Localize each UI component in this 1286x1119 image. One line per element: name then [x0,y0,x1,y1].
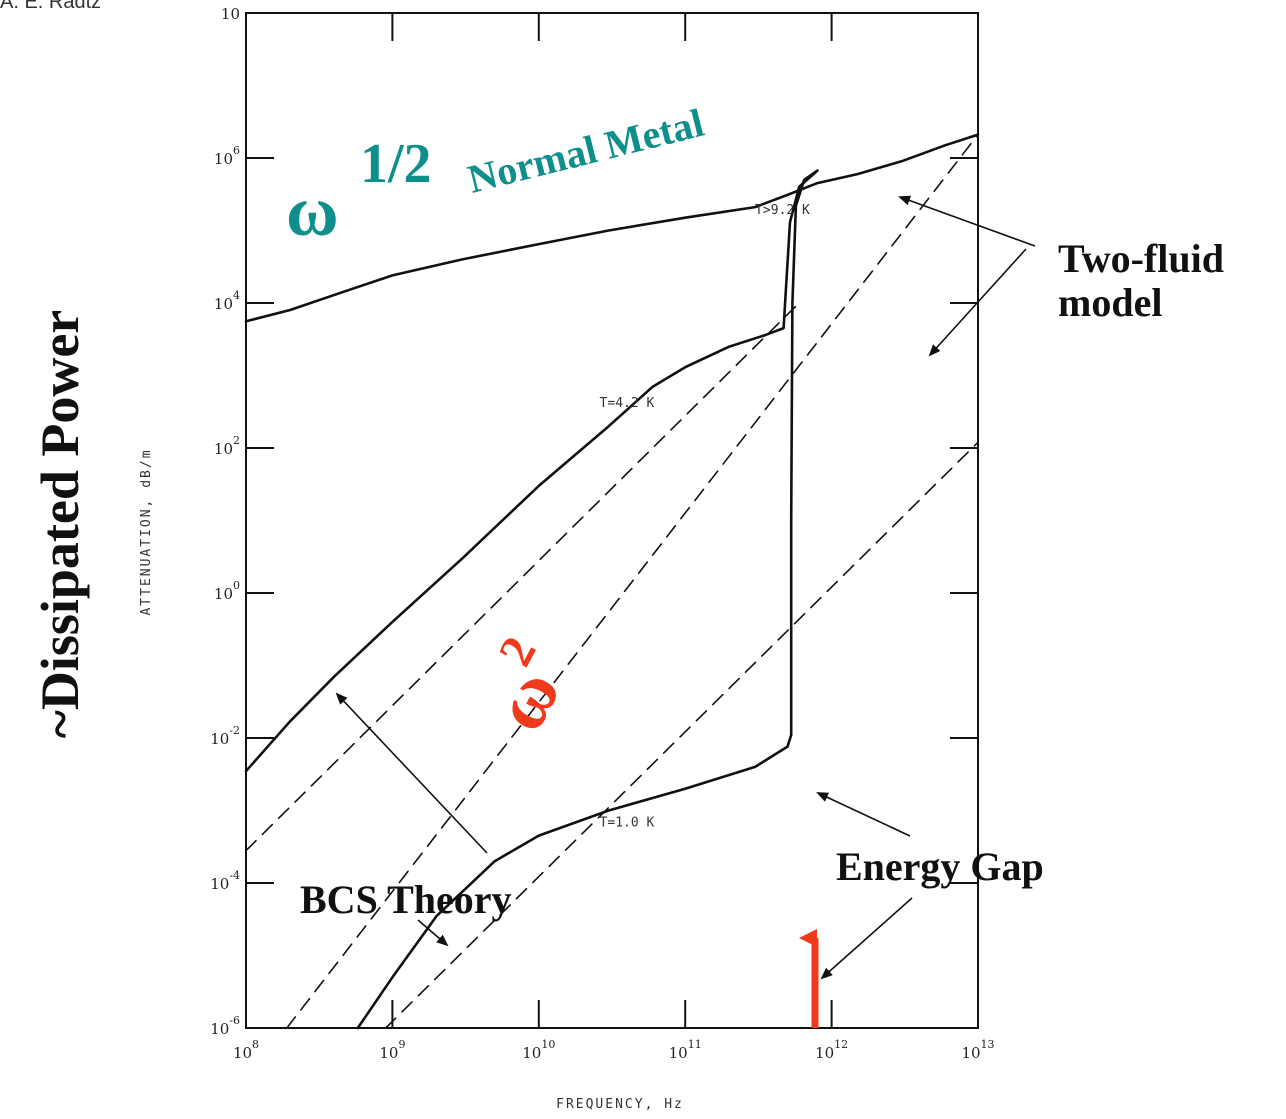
y-axis-label: ATTENUATION, dB/m [139,448,154,615]
y-tick-label-3: 100 [214,579,240,603]
plot-frame [245,12,979,1029]
two-fluid-arrow-lower [928,248,1027,357]
x-axis-label: FREQUENCY, Hz [556,1097,684,1112]
series-line-0 [244,133,980,323]
series-group [244,133,980,1030]
y-tick-label-6: 106 [214,144,240,168]
axis-ticks [245,12,979,1029]
y-tick-label-2: 10-2 [210,724,240,748]
x-tick-label-3: 1011 [669,1038,702,1062]
bcs-theory-label: BCS Theory [300,877,512,922]
y-tick-label-5: 104 [214,289,240,313]
curve-label-1: T=4.2 K [600,396,655,411]
x-tick-label-1: 109 [379,1038,405,1062]
energy-gap-arrow-lower [820,897,913,980]
series-line-1 [244,169,819,773]
omega-half-base: ω [286,171,339,251]
bcs-arrow-upper [335,692,488,854]
y-tick-label-4: 102 [214,434,240,458]
omega-squared-annotation: ω 2 [476,628,576,743]
y-tick-label-0: 10-6 [210,1014,240,1038]
dissipated-power-label: ~Dissipated Power [30,310,90,739]
y-tick-label-7: 10 [221,5,240,23]
energy-gap-arrow-upper [816,792,911,837]
x-tick-label-2: 1010 [522,1038,555,1062]
x-tick-label-5: 1013 [961,1038,994,1062]
omega-half-exp: 1/2 [360,133,432,195]
x-tick-labels: 108 109 1010 1011 1012 1013 [233,1038,995,1062]
header-fragment: A. E. Radtz [0,0,101,13]
series-line-2 [356,169,819,1030]
normal-metal-label: Normal Metal [463,100,708,202]
energy-gap-label: Energy Gap [836,844,1044,889]
x-tick-label-4: 1012 [815,1038,848,1062]
curve-label-0: T>9.2 K [755,203,810,218]
y-tick-label-1: 10-4 [210,869,240,893]
bcs-arrow-lower [417,919,449,947]
omega-half-annotation: ω 1/2 [286,133,432,251]
x-tick-label-0: 108 [233,1038,259,1062]
two-fluid-label-line2: model [1058,280,1162,325]
series-line-5 [384,441,979,1029]
curve-label-2: T=1.0 K [600,816,655,831]
series-line-3 [286,133,979,1029]
two-fluid-arrow-upper [898,195,1036,247]
two-fluid-label-line1: Two-fluid [1058,236,1224,281]
series-line-4 [245,302,800,852]
curve-labels: T>9.2 K T=4.2 K T=1.0 K [600,203,810,831]
y-tick-labels: 10-6 10-4 10-2 100 102 104 106 10 [210,5,240,1038]
